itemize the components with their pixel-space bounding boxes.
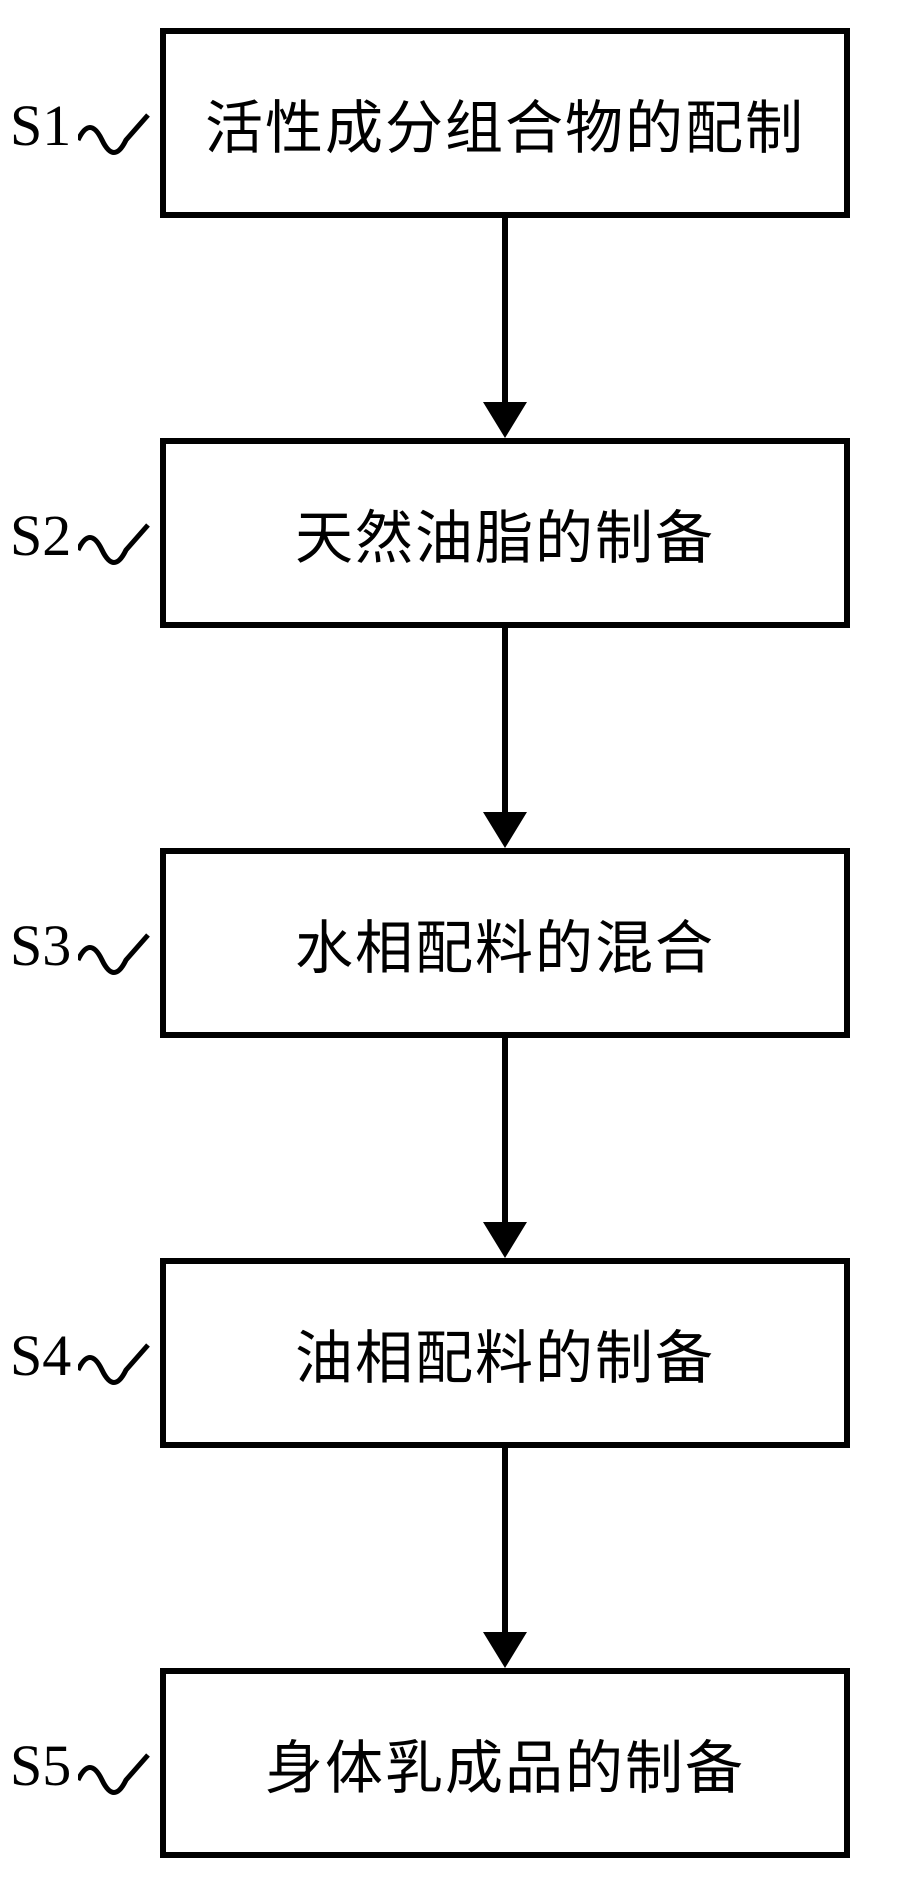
squiggle-s4 xyxy=(78,1340,158,1400)
box-s1: 活性成分组合物的配制 xyxy=(160,28,850,218)
squiggle-s5 xyxy=(78,1750,158,1810)
arrow-s4-s5 xyxy=(502,1448,508,1638)
flowchart-container: S1 活性成分组合物的配制 S2 天然油脂的制备 S3 水相配料的混合 S4 油… xyxy=(0,0,915,1887)
arrow-head-s4-s5 xyxy=(483,1632,527,1668)
step-label-s2: S2 xyxy=(10,502,71,569)
box-text-s1: 活性成分组合物的配制 xyxy=(205,81,805,165)
arrow-s2-s3 xyxy=(502,628,508,818)
step-label-s3: S3 xyxy=(10,912,71,979)
box-text-s4: 油相配料的制备 xyxy=(295,1311,715,1395)
squiggle-s3 xyxy=(78,930,158,990)
step-label-s1: S1 xyxy=(10,92,71,159)
squiggle-s1 xyxy=(78,110,158,170)
box-s4: 油相配料的制备 xyxy=(160,1258,850,1448)
squiggle-s2 xyxy=(78,520,158,580)
box-s2: 天然油脂的制备 xyxy=(160,438,850,628)
box-s3: 水相配料的混合 xyxy=(160,848,850,1038)
step-label-s5: S5 xyxy=(10,1732,71,1799)
arrow-s1-s2 xyxy=(502,218,508,408)
arrow-head-s3-s4 xyxy=(483,1222,527,1258)
box-text-s2: 天然油脂的制备 xyxy=(295,491,715,575)
box-text-s5: 身体乳成品的制备 xyxy=(265,1721,745,1805)
step-label-s4: S4 xyxy=(10,1322,71,1389)
box-text-s3: 水相配料的混合 xyxy=(295,901,715,985)
arrow-head-s1-s2 xyxy=(483,402,527,438)
arrow-s3-s4 xyxy=(502,1038,508,1228)
arrow-head-s2-s3 xyxy=(483,812,527,848)
box-s5: 身体乳成品的制备 xyxy=(160,1668,850,1858)
